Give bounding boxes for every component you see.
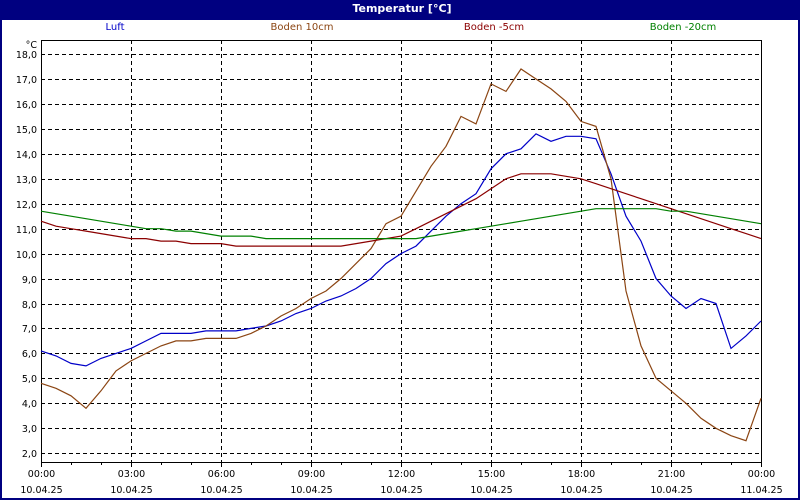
- x-tick-date: 10.04.25: [380, 485, 422, 496]
- y-axis-unit-label: °C: [26, 40, 38, 51]
- series-line-boden-10cm: [40, 68, 762, 442]
- x-tick-date: 10.04.25: [110, 485, 152, 496]
- x-tick-date: 10.04.25: [470, 485, 512, 496]
- y-tick-label: 11,0: [16, 225, 37, 236]
- legend-item: Boden 10cm: [270, 22, 334, 33]
- y-tick-label: 7,0: [22, 324, 37, 335]
- x-tick-time: 18:00: [568, 469, 595, 480]
- x-tick-date: 10.04.25: [290, 485, 332, 496]
- x-tick-date: 10.04.25: [200, 485, 242, 496]
- y-tick-label: 18,0: [16, 50, 37, 61]
- x-tick-date: 11.04.25: [740, 485, 782, 496]
- y-tick-label: 4,0: [22, 399, 37, 410]
- legend-item: Luft: [105, 22, 125, 33]
- x-tick-time: 15:00: [478, 469, 505, 480]
- y-tick-label: 13,0: [16, 175, 37, 186]
- y-tick-label: 2,0: [22, 449, 37, 460]
- y-tick-label: 9,0: [22, 275, 37, 286]
- y-tick-label: 10,0: [16, 250, 37, 261]
- y-tick-label: 15,0: [16, 125, 37, 136]
- x-tick-time: 09:00: [298, 469, 325, 480]
- y-tick-label: 12,0: [16, 200, 37, 211]
- y-tick-label: 8,0: [22, 300, 37, 311]
- legend-item: Boden -5cm: [463, 22, 525, 33]
- y-tick-label: 3,0: [22, 424, 37, 435]
- series-line-boden-20cm: [40, 208, 762, 240]
- y-tick-label: 6,0: [22, 349, 37, 360]
- legend-item: Boden -20cm: [649, 22, 717, 33]
- x-tick-time: 06:00: [208, 469, 235, 480]
- x-tick-time: 21:00: [658, 469, 685, 480]
- x-tick-time: 00:00: [28, 469, 55, 480]
- x-tick-time: 12:00: [388, 469, 415, 480]
- x-tick-date: 10.04.25: [650, 485, 692, 496]
- series-line-boden-5cm: [40, 173, 762, 247]
- y-tick-label: 17,0: [16, 75, 37, 86]
- legend: Luft Boden 10cm Boden -5cm Boden -20cm: [2, 22, 800, 38]
- x-tick-time: 03:00: [118, 469, 145, 480]
- x-tick-date: 10.04.25: [560, 485, 602, 496]
- x-tick-time: 00:00: [748, 469, 775, 480]
- chart-title: Temperatur [°C]: [2, 0, 800, 20]
- series-line-luft: [40, 133, 762, 367]
- x-tick-date: 10.04.25: [20, 485, 62, 496]
- plot-frame: [41, 40, 762, 463]
- y-tick-label: 14,0: [16, 150, 37, 161]
- y-tick-label: 5,0: [22, 374, 37, 385]
- y-tick-label: 16,0: [16, 100, 37, 111]
